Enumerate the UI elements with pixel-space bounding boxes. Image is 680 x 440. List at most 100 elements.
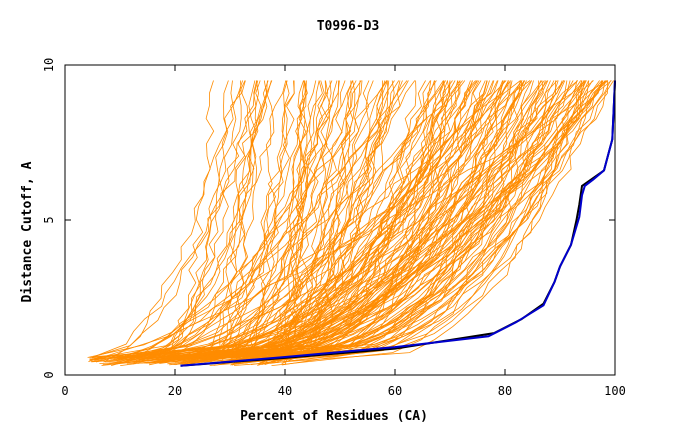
x-axis-label: Percent of Residues (CA) [240,409,428,424]
background-curve [132,80,511,365]
background-curve [91,80,362,363]
background-curve [210,80,259,363]
background-curve [245,80,460,362]
background-curve [118,80,542,360]
background-curve [165,80,532,362]
background-curve [138,80,329,361]
background-curve [181,80,614,365]
background-curve [137,80,494,364]
x-axis-ticks: 0 20 40 60 80 100 [61,65,626,398]
background-curve [110,80,269,366]
background-curve [94,80,549,360]
background-curve [205,80,295,361]
background-curve [165,80,486,362]
background-curve [227,80,506,362]
plot-area [87,80,616,367]
background-curve [104,80,574,359]
x-tick-label-1: 20 [168,384,182,398]
background-curve [182,80,437,365]
background-curve [247,80,388,360]
background-curve [271,80,357,359]
y-axis-label: Distance Cutoff, A [20,161,35,302]
background-curve [230,80,611,366]
background-curve [243,80,565,360]
background-curve [97,80,246,359]
y-axis-ticks: 0 5 10 [42,58,615,379]
background-curve [186,80,446,364]
background-curve [159,80,370,364]
background-curve [247,80,507,362]
background-curve [269,80,417,360]
background-curve [90,80,409,360]
background-curve [281,80,526,366]
background-curve [259,80,499,358]
background-curve [234,80,587,360]
background-curve [201,80,607,359]
background-curve [154,80,453,362]
x-tick-label-2: 40 [278,384,292,398]
background-curve [174,80,390,360]
series-line-1 [180,80,616,367]
background-curve [215,80,288,360]
background-curve [141,80,527,360]
background-curve [87,80,354,358]
background-curve [175,80,290,366]
background-curve [178,80,590,358]
x-tick-label-3: 60 [388,384,402,398]
background-curve [199,80,603,358]
background-curve [251,80,400,358]
background-curve [271,80,557,366]
background-curve [205,80,259,358]
background-curve [154,80,416,360]
background-curve [134,80,234,359]
background-curve [184,80,474,366]
background-curve [147,80,531,358]
background-curve [283,80,544,360]
background-curve [284,80,307,361]
background-curve [245,80,323,363]
background-curve [118,80,463,360]
x-tick-label-4: 80 [498,384,512,398]
background-curves [87,80,614,366]
background-curve [250,80,587,365]
background-curve [184,80,555,359]
background-curve [170,80,267,358]
highlight-curves [180,80,616,367]
background-curve [114,80,495,360]
background-curve [126,80,459,358]
background-curve [178,80,511,359]
background-curve [277,80,488,362]
background-curve [233,80,600,359]
background-curve [176,80,521,360]
y-tick-label-0: 0 [42,371,56,378]
chart-title: T0996-D3 [317,19,380,34]
background-curve [135,80,594,361]
background-curve [88,80,608,362]
background-curve [201,80,317,360]
background-curve [144,80,582,364]
background-curve [136,80,215,359]
background-curve [112,80,287,361]
background-curve [217,80,585,363]
background-curve [190,80,608,360]
background-curve [187,80,308,360]
background-curve [228,80,307,361]
background-curve [91,80,525,363]
background-curve [268,80,551,364]
background-curve [169,80,504,366]
background-curve [132,80,510,363]
x-tick-label-5: 100 [604,384,626,398]
y-tick-label-2: 10 [42,58,56,72]
background-curve [126,80,333,365]
background-curve [179,80,606,358]
background-curve [150,80,498,358]
background-curve [284,80,346,366]
background-curve [215,80,482,359]
background-curve [157,80,606,364]
background-curve [280,80,522,358]
background-curve [244,80,332,363]
y-tick-label-1: 5 [42,216,56,223]
background-curve [94,80,338,361]
background-curve [237,80,275,365]
